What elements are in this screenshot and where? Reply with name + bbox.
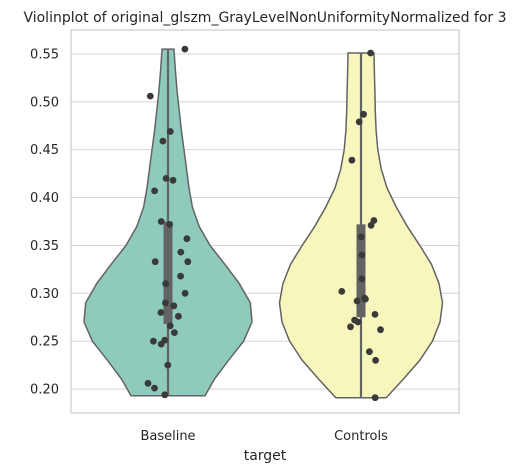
iqr-box-baseline [163, 221, 173, 324]
y-tick-label: 0.35 [30, 239, 59, 254]
y-tick-label: 0.50 [30, 95, 59, 110]
data-point [360, 110, 367, 118]
data-point [367, 221, 375, 229]
y-tick-label: 0.55 [30, 47, 59, 62]
x-tick-labels: Baseline Controls [140, 429, 388, 444]
data-point [157, 218, 165, 225]
data-point [371, 311, 379, 318]
data-point [151, 187, 159, 195]
y-tick-label: 0.40 [30, 191, 59, 206]
data-point [166, 128, 174, 135]
y-tick-label: 0.45 [30, 143, 59, 158]
data-point [170, 302, 178, 310]
x-axis-title: target [244, 448, 287, 464]
data-point [161, 391, 169, 399]
data-point [347, 323, 354, 331]
data-point [372, 356, 379, 364]
data-point [358, 275, 366, 283]
data-point [181, 289, 189, 297]
y-tick-label: 0.20 [30, 383, 59, 398]
iqr-box-controls [356, 224, 366, 318]
data-point [183, 235, 191, 243]
points-group [144, 45, 384, 402]
data-point [162, 299, 169, 307]
data-point [164, 361, 172, 369]
data-point [162, 280, 170, 288]
data-point [367, 49, 374, 57]
data-point [150, 337, 157, 345]
x-tick-label: Baseline [140, 429, 195, 444]
x-tick-label: Controls [334, 429, 388, 444]
data-point [181, 45, 189, 53]
y-tick-label: 0.25 [30, 335, 59, 350]
data-point [184, 258, 192, 266]
plot-frame [70, 29, 460, 414]
data-point [353, 297, 361, 305]
data-point [166, 221, 174, 228]
data-point [358, 251, 366, 259]
data-point [162, 175, 170, 182]
data-point [348, 156, 356, 164]
data-point [146, 92, 154, 100]
data-point [338, 288, 346, 295]
data-point [377, 326, 384, 334]
chart-title: Violinplot of original_glszm_GrayLevelNo… [23, 10, 506, 26]
data-point [177, 272, 185, 280]
data-point [366, 348, 373, 356]
data-point [175, 312, 182, 320]
data-point [357, 233, 365, 241]
data-point [354, 318, 362, 326]
data-point [371, 394, 379, 402]
data-point [166, 322, 174, 330]
data-point [159, 137, 167, 145]
y-tick-label: 0.30 [30, 287, 59, 302]
data-point [362, 295, 369, 303]
data-point [157, 340, 165, 348]
data-point [144, 379, 152, 387]
y-tick-labels: 0.20 0.25 0.30 0.35 0.40 0.45 0.50 0.55 [30, 47, 59, 397]
data-point [355, 118, 363, 126]
data-point [157, 309, 165, 316]
data-point [171, 329, 178, 336]
data-point [151, 258, 159, 266]
data-point [169, 176, 177, 184]
data-point [151, 384, 158, 392]
data-point [177, 248, 185, 256]
